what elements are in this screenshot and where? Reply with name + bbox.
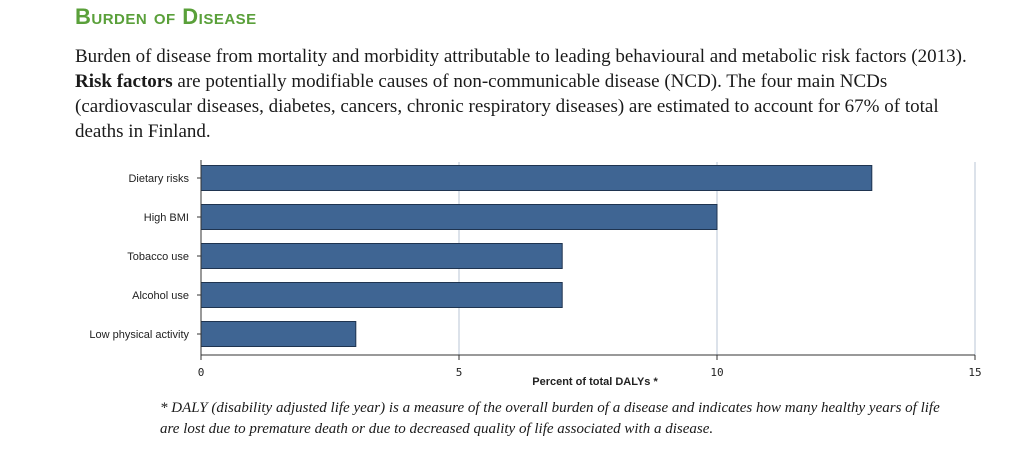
- intro-paragraph: Burden of disease from mortality and mor…: [75, 44, 980, 144]
- intro-text-start: Burden of disease from mortality and mor…: [75, 46, 967, 67]
- bar-chart: 0 5 10 15 Dietary risks High BMI Tobacco use Al…: [89, 160, 982, 388]
- labels-layer: 0 5 10 15 Dietary risks High BMI Tobacco use Al…: [89, 173, 981, 379]
- intro-text-end: are potentially modifiable causes of non…: [75, 71, 939, 142]
- x-tick-label: 15: [968, 366, 981, 379]
- x-tick-label: 0: [198, 366, 205, 379]
- intro-bold-term: Risk factors: [75, 71, 173, 92]
- category-label: Tobacco use: [127, 251, 189, 263]
- x-tick-label: 10: [710, 366, 723, 379]
- bar: [200, 243, 563, 269]
- bar: [200, 321, 357, 347]
- footnote: * DALY (disability adjusted life year) i…: [160, 400, 940, 437]
- category-label: High BMI: [144, 212, 189, 224]
- category-label: Dietary risks: [128, 173, 189, 185]
- bar: [200, 282, 563, 308]
- axis-layer: [197, 160, 976, 360]
- x-tick-label: 5: [456, 366, 463, 379]
- bar: [200, 204, 718, 230]
- x-axis-title: Percent of total DALYs *: [532, 376, 658, 388]
- bars-layer: [200, 165, 873, 347]
- page-title: Burden of Disease: [75, 4, 257, 29]
- category-label: Alcohol use: [132, 290, 189, 302]
- category-label: Low physical activity: [89, 329, 189, 341]
- bar: [200, 165, 873, 191]
